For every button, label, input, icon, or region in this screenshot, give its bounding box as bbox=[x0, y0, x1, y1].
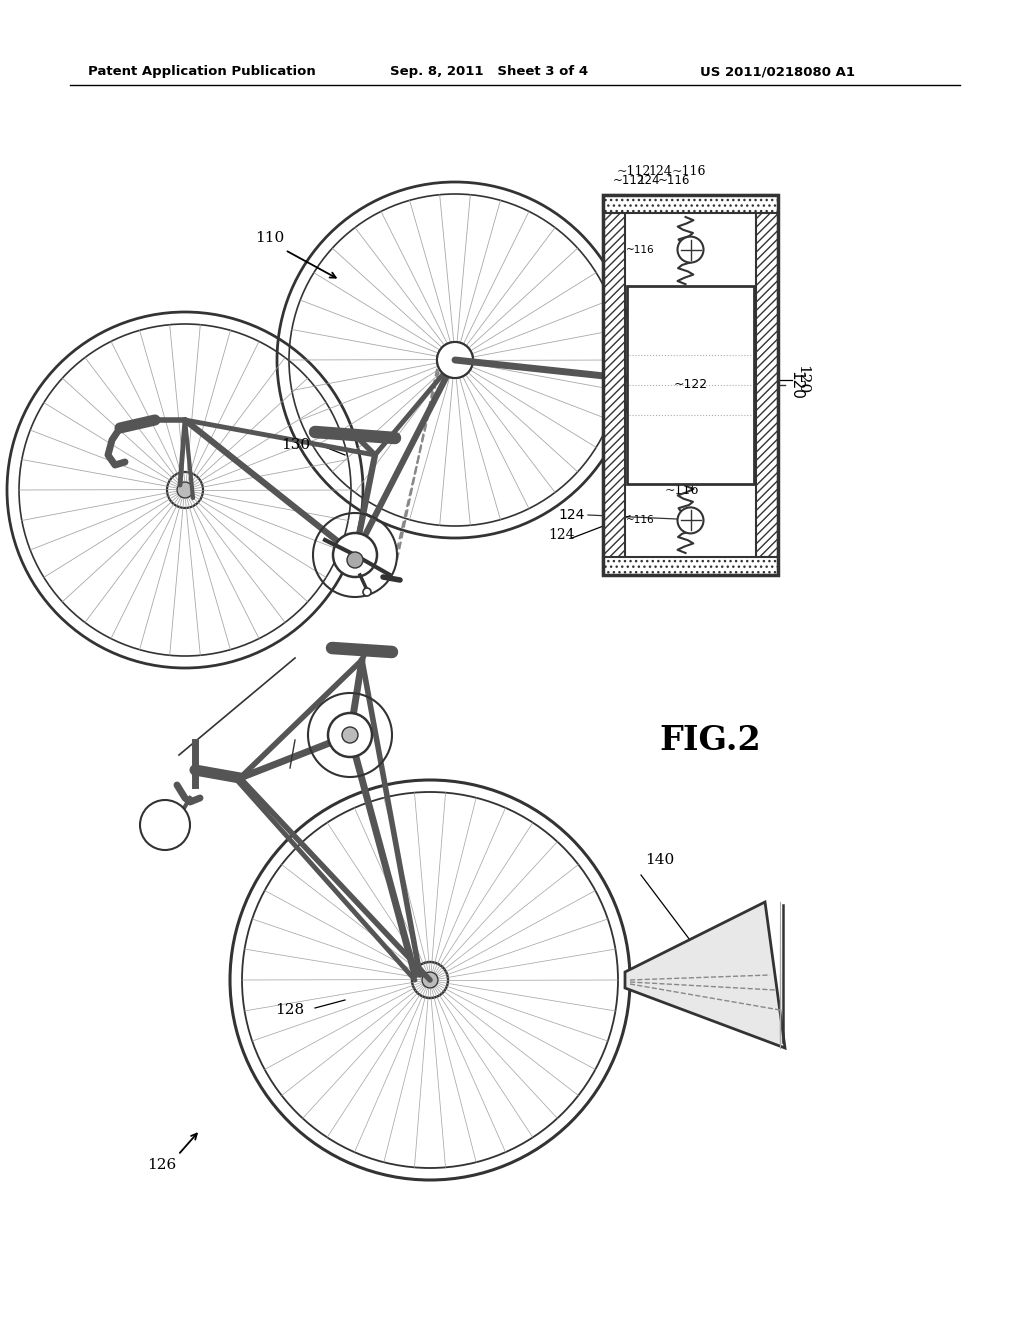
Text: ~122: ~122 bbox=[674, 379, 708, 392]
Bar bbox=[603, 557, 778, 576]
Circle shape bbox=[347, 552, 362, 568]
Text: ~116: ~116 bbox=[672, 165, 707, 178]
Circle shape bbox=[177, 482, 193, 498]
Polygon shape bbox=[625, 902, 785, 1048]
Circle shape bbox=[447, 352, 463, 368]
Bar bbox=[603, 195, 625, 576]
Text: ~116: ~116 bbox=[665, 483, 699, 496]
Text: 110: 110 bbox=[255, 231, 285, 246]
Text: 124: 124 bbox=[548, 528, 574, 543]
Text: 124: 124 bbox=[648, 165, 672, 178]
Text: 124: 124 bbox=[638, 174, 660, 187]
Text: 124: 124 bbox=[558, 508, 585, 521]
Bar bbox=[627, 286, 754, 484]
Circle shape bbox=[167, 473, 203, 508]
Circle shape bbox=[678, 507, 703, 533]
Circle shape bbox=[333, 533, 377, 577]
Circle shape bbox=[362, 587, 371, 597]
Circle shape bbox=[437, 342, 473, 378]
Text: 128: 128 bbox=[275, 1003, 304, 1016]
Text: FIG.2: FIG.2 bbox=[659, 723, 761, 756]
Circle shape bbox=[328, 713, 372, 756]
Circle shape bbox=[412, 962, 449, 998]
Text: 120: 120 bbox=[788, 371, 803, 400]
Text: Sep. 8, 2011   Sheet 3 of 4: Sep. 8, 2011 Sheet 3 of 4 bbox=[390, 66, 588, 78]
Bar bbox=[756, 195, 778, 576]
Text: ~116: ~116 bbox=[626, 244, 654, 255]
Text: ~122: ~122 bbox=[680, 384, 715, 396]
Text: ~112: ~112 bbox=[617, 165, 651, 178]
Text: 120: 120 bbox=[795, 366, 809, 395]
Circle shape bbox=[342, 727, 358, 743]
Bar bbox=[603, 195, 778, 576]
Text: Patent Application Publication: Patent Application Publication bbox=[88, 66, 315, 78]
Circle shape bbox=[678, 236, 703, 263]
Text: ~116: ~116 bbox=[626, 515, 654, 525]
Text: ~116: ~116 bbox=[658, 174, 690, 187]
Circle shape bbox=[437, 342, 473, 378]
Text: 140: 140 bbox=[645, 853, 674, 867]
Circle shape bbox=[140, 800, 190, 850]
Circle shape bbox=[422, 972, 438, 987]
Text: 130: 130 bbox=[282, 438, 310, 451]
Text: 126: 126 bbox=[147, 1158, 176, 1172]
Text: ~116: ~116 bbox=[665, 293, 699, 306]
Bar bbox=[603, 195, 778, 213]
Text: ~112: ~112 bbox=[613, 174, 645, 187]
Text: US 2011/0218080 A1: US 2011/0218080 A1 bbox=[700, 66, 855, 78]
